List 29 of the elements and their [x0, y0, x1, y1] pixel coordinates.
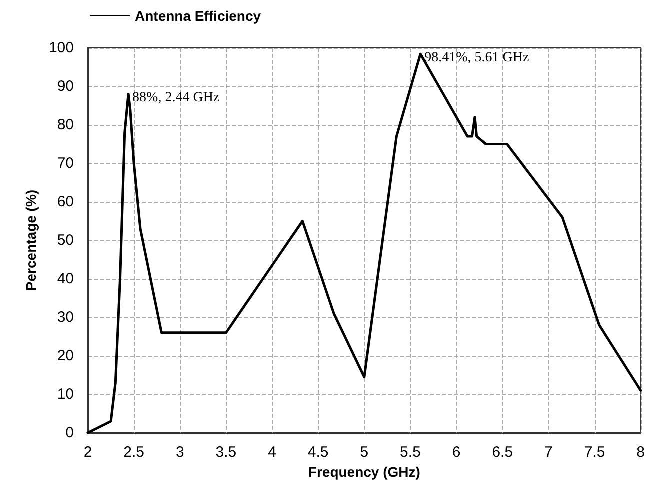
legend-label: Antenna Efficiency	[135, 8, 262, 24]
x-tick-label: 4	[268, 444, 276, 461]
x-tick-label: 6	[452, 444, 461, 461]
y-tick-label: 30	[57, 309, 74, 326]
x-tick-label: 3.5	[216, 444, 237, 461]
y-tick-label: 20	[57, 348, 74, 364]
x-tick-label: 5	[360, 444, 369, 461]
y-tick-label: 40	[57, 270, 74, 288]
y-tick-label: 0	[66, 424, 74, 442]
x-tick-label: 2	[84, 444, 92, 461]
y-tick-label: 60	[57, 194, 74, 210]
y-tick-label: 50	[57, 232, 74, 249]
annotation: 98.41%, 5.61 GHz	[424, 50, 530, 66]
y-tick-label: 90	[57, 78, 74, 95]
x-tick-label: 4.5	[308, 444, 329, 461]
x-tick-label: 5.5	[400, 444, 421, 461]
y-tick-label: 70	[57, 155, 74, 172]
x-tick-label: 3	[176, 444, 184, 461]
x-tick-label: 8	[636, 444, 645, 461]
x-tick-label: 7	[544, 444, 553, 461]
x-axis-title: Frequency (GHz)	[308, 464, 420, 480]
annotation: 88%, 2.44 GHz	[132, 90, 220, 106]
y-tick-label: 10	[57, 386, 74, 403]
y-tick-label: 80	[57, 116, 74, 134]
x-tick-label: 6.5	[492, 444, 514, 461]
x-tick-label: 2.5	[124, 444, 144, 461]
y-tick-label: 100	[48, 40, 74, 56]
y-axis-title: Percentage (%)	[23, 190, 39, 292]
x-tick-label: 7.5	[584, 444, 606, 461]
